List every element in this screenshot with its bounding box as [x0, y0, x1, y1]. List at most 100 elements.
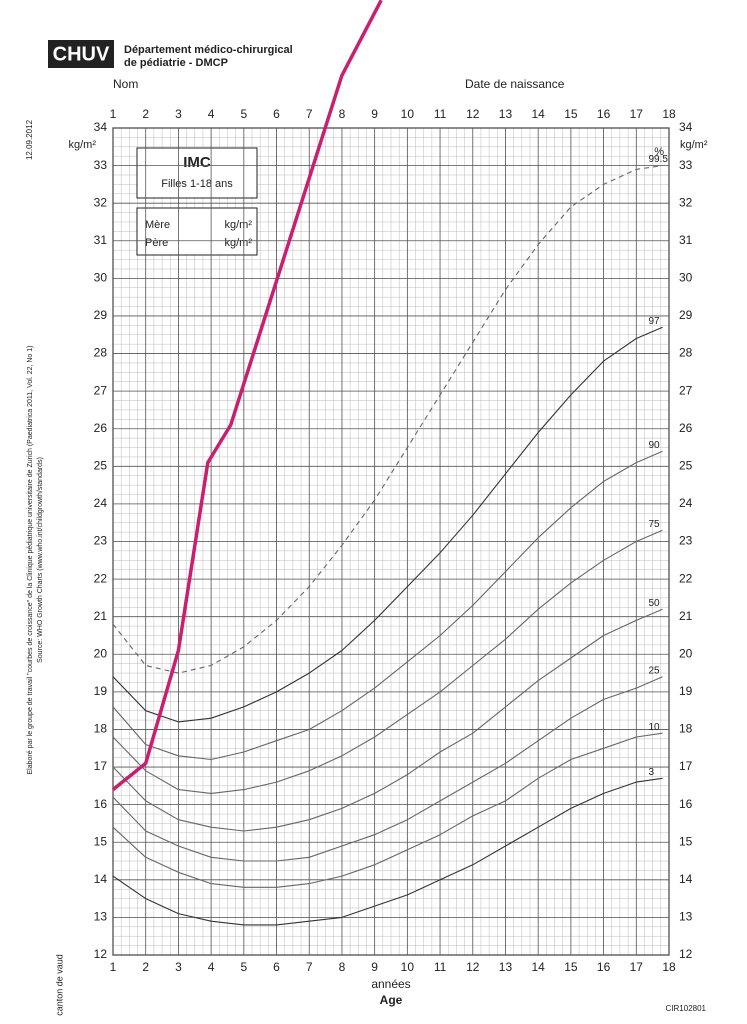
department: de pédiatrie - DMCP	[124, 57, 228, 69]
percentile-curve	[112, 732, 663, 888]
parents-box	[136, 207, 258, 256]
y-tick-label: 26	[679, 421, 693, 435]
department: Département médico-chirurgical	[124, 44, 293, 56]
y-tick-label: 15	[679, 834, 693, 848]
x-tick-label: 8	[339, 960, 346, 974]
print-date: 12.09.2012	[25, 119, 34, 160]
y-tick-label: 24	[94, 496, 108, 510]
legend-label: 10	[648, 722, 660, 733]
x-tick-label: 15	[564, 107, 578, 121]
y-tick-label: 26	[94, 421, 108, 435]
x-tick-label: 14	[531, 960, 545, 974]
x-tick-label: 8	[339, 107, 346, 121]
x-tick-label: 3	[175, 107, 182, 121]
y-tick-label: 28	[679, 346, 693, 360]
y-tick-label: 14	[679, 872, 693, 886]
x-tick-label: 2	[142, 107, 149, 121]
x-tick-label: 15	[564, 960, 578, 974]
y-tick-label: 27	[679, 383, 693, 397]
percentile-curve	[112, 326, 663, 723]
y-tick-label: 30	[94, 271, 108, 285]
y-tick-label: 20	[679, 646, 693, 660]
x-tick-label: 2	[142, 960, 149, 974]
y-unit: kg/m²	[680, 139, 708, 151]
legend-label: 75	[648, 519, 660, 530]
y-tick-label: 34	[679, 120, 693, 134]
x-tick-label: 17	[630, 960, 644, 974]
x-tick-label: 16	[597, 960, 611, 974]
x-tick-label: 13	[499, 107, 513, 121]
legend-label: 25	[648, 665, 660, 676]
y-tick-label: 33	[94, 158, 108, 172]
x-tick-label: 6	[273, 960, 280, 974]
x-tick-label: 14	[531, 107, 545, 121]
legend-label: 50	[648, 598, 660, 609]
y-tick-label: 23	[679, 534, 693, 548]
name-field: Nom	[113, 77, 138, 91]
y-tick-label: 17	[679, 759, 693, 773]
x-tick-label: 11	[434, 960, 447, 974]
percentile-curve	[112, 165, 663, 674]
y-tick-label: 22	[94, 571, 108, 585]
x-tick-label: 11	[434, 107, 447, 121]
percent-label: %	[654, 146, 664, 158]
x-axis-label: années	[371, 977, 410, 991]
y-tick-label: 16	[94, 797, 108, 811]
unit-label: kg/m²	[225, 237, 253, 249]
y-tick-label: 32	[94, 195, 108, 209]
y-tick-label: 25	[94, 458, 108, 472]
x-tick-label: 10	[401, 107, 415, 121]
y-tick-label: 15	[94, 834, 108, 848]
unit-label: kg/m²	[225, 219, 253, 231]
x-tick-label: 6	[273, 107, 280, 121]
y-tick-label: 33	[679, 158, 693, 172]
y-unit: kg/m²	[69, 139, 97, 151]
info-box	[136, 147, 258, 199]
y-tick-label: 20	[94, 646, 108, 660]
credit: Elaboré par le groupe de travail "courbe…	[27, 346, 34, 775]
y-tick-label: 34	[94, 120, 108, 134]
y-tick-label: 31	[94, 233, 108, 247]
patient-line	[111, 0, 383, 791]
x-tick-label: 1	[110, 960, 117, 974]
birth-date-field: Date de naissance	[465, 77, 565, 91]
x-tick-label: 12	[466, 960, 480, 974]
percentile-curve	[112, 529, 663, 794]
y-tick-label: 17	[94, 759, 108, 773]
logo-block	[48, 40, 114, 68]
y-tick-label: 13	[94, 910, 108, 924]
y-tick-label: 23	[94, 534, 108, 548]
form-code: CIR102801	[666, 1004, 707, 1013]
x-tick-label: 7	[306, 107, 313, 121]
logo: CHUV	[53, 43, 110, 65]
y-tick-label: 19	[679, 684, 693, 698]
x-tick-label: 17	[630, 107, 644, 121]
percentile-curve	[112, 676, 663, 862]
y-tick-label: 22	[679, 571, 693, 585]
y-tick-label: 31	[679, 233, 693, 247]
mother-label: Mère	[145, 219, 170, 231]
x-tick-label: 12	[466, 107, 480, 121]
x-tick-label: 7	[306, 960, 313, 974]
x-tick-label: 9	[371, 107, 378, 121]
canton: canton de vaud	[54, 954, 64, 1016]
percentile-curve	[112, 608, 663, 832]
y-tick-label: 24	[679, 496, 693, 510]
y-tick-label: 16	[679, 797, 693, 811]
x-tick-label: 18	[662, 960, 676, 974]
y-tick-label: 21	[94, 609, 108, 623]
legend-label: 90	[648, 440, 660, 451]
y-tick-label: 13	[679, 910, 693, 924]
y-tick-label: 12	[94, 947, 108, 961]
y-tick-label: 25	[679, 458, 693, 472]
y-tick-label: 18	[679, 722, 693, 736]
box-subtitle: Filles 1-18 ans	[161, 178, 233, 190]
x-tick-label: 4	[208, 107, 215, 121]
source: Source: WHO Growth Charts (www.who.int/c…	[37, 457, 44, 663]
x-axis-label: Age	[380, 993, 403, 1007]
x-tick-label: 1	[110, 107, 117, 121]
percentile-curve	[112, 777, 663, 926]
y-tick-label: 29	[94, 308, 108, 322]
x-tick-label: 16	[597, 107, 611, 121]
x-tick-label: 5	[240, 960, 247, 974]
